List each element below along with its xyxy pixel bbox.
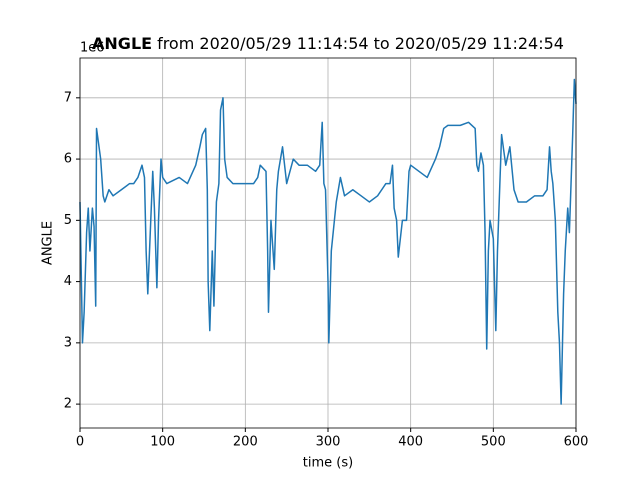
- y-tick-label: 6: [64, 152, 72, 167]
- y-tick-label: 5: [64, 213, 72, 228]
- x-tick-label: 400: [398, 435, 423, 450]
- x-tick-label: 300: [316, 435, 341, 450]
- y-axis-label: ANGLE: [41, 221, 56, 265]
- chart-title: ANGLE from 2020/05/29 11:14:54 to 2020/05…: [92, 34, 564, 53]
- plot-frame: [79, 57, 577, 429]
- data-line: [79, 78, 577, 405]
- x-tick-label: 500: [481, 435, 506, 450]
- y-tick-label: 2: [64, 397, 72, 412]
- x-tick-label: 200: [233, 435, 258, 450]
- x-tick-label: 100: [150, 435, 175, 450]
- x-axis-label: time (s): [303, 456, 353, 471]
- title-bold: ANGLE: [92, 34, 152, 53]
- x-tick-label: 0: [76, 435, 84, 450]
- title-rest: from 2020/05/29 11:14:54 to 2020/05/29 1…: [157, 34, 564, 53]
- y-tick-label: 4: [64, 274, 72, 289]
- x-tick-label: 600: [564, 435, 589, 450]
- y-tick-label: 3: [64, 335, 72, 350]
- y-tick-label: 7: [64, 90, 72, 105]
- offset-text: 1e6: [80, 41, 105, 56]
